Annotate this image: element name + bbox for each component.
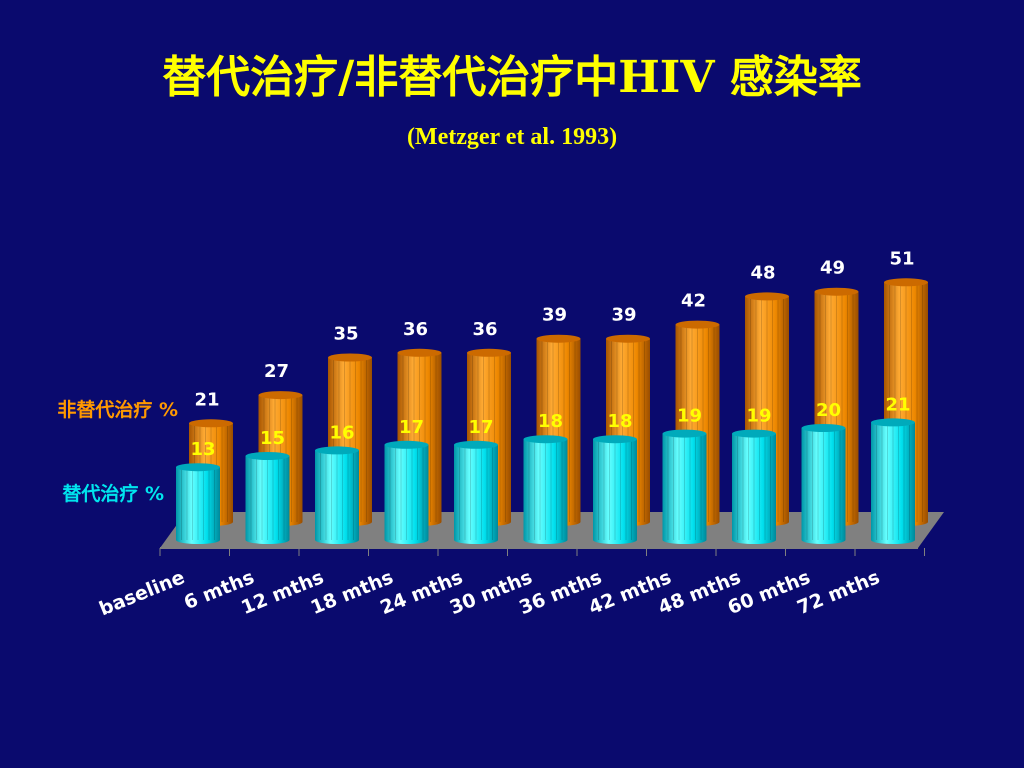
substitution-value-label: 13 — [190, 439, 215, 460]
substitution-bar — [732, 429, 776, 544]
chart-title: 替代治疗/非替代治疗中HIV 感染率 — [162, 52, 862, 103]
substitution-bar — [801, 424, 846, 544]
non-substitution-value-label: 49 — [820, 258, 845, 279]
chart-subtitle: (Metzger et al. 1993) — [406, 124, 618, 150]
non-substitution-value-label: 21 — [194, 389, 219, 410]
substitution-value-label: 17 — [399, 417, 424, 438]
substitution-value-label: 18 — [538, 411, 563, 432]
x-tick-label: baseline — [96, 566, 188, 620]
non-substitution-value-label: 48 — [750, 262, 775, 283]
substitution-value-label: 16 — [329, 422, 354, 443]
substitution-bar — [871, 418, 915, 544]
non-substitution-value-label: 39 — [611, 305, 636, 326]
substitution-value-label: 18 — [607, 411, 632, 432]
substitution-value-label: 15 — [260, 428, 285, 449]
legend-non-substitution: 非替代治疗 % — [57, 398, 178, 421]
substitution-bar — [315, 446, 359, 544]
substitution-bar — [384, 440, 429, 544]
non-substitution-value-label: 36 — [403, 319, 428, 340]
non-substitution-value-label: 42 — [681, 291, 706, 312]
legend-substitution: 替代治疗 % — [62, 482, 164, 505]
non-substitution-value-label: 35 — [333, 324, 358, 345]
substitution-value-label: 17 — [468, 417, 493, 438]
substitution-bar — [176, 463, 220, 544]
substitution-value-label: 19 — [746, 406, 771, 427]
non-substitution-value-label: 51 — [889, 248, 914, 269]
substitution-value-label: 21 — [885, 394, 910, 415]
substitution-value-label: 19 — [677, 406, 702, 427]
non-substitution-value-label: 39 — [542, 305, 567, 326]
non-substitution-value-label: 36 — [472, 319, 497, 340]
substitution-bar — [454, 440, 498, 544]
substitution-bar — [662, 429, 707, 544]
non-substitution-value-label: 27 — [264, 361, 289, 382]
substitution-bar — [245, 452, 290, 544]
substitution-bar — [593, 435, 637, 544]
substitution-bar — [523, 435, 568, 544]
substitution-value-label: 20 — [816, 400, 841, 421]
